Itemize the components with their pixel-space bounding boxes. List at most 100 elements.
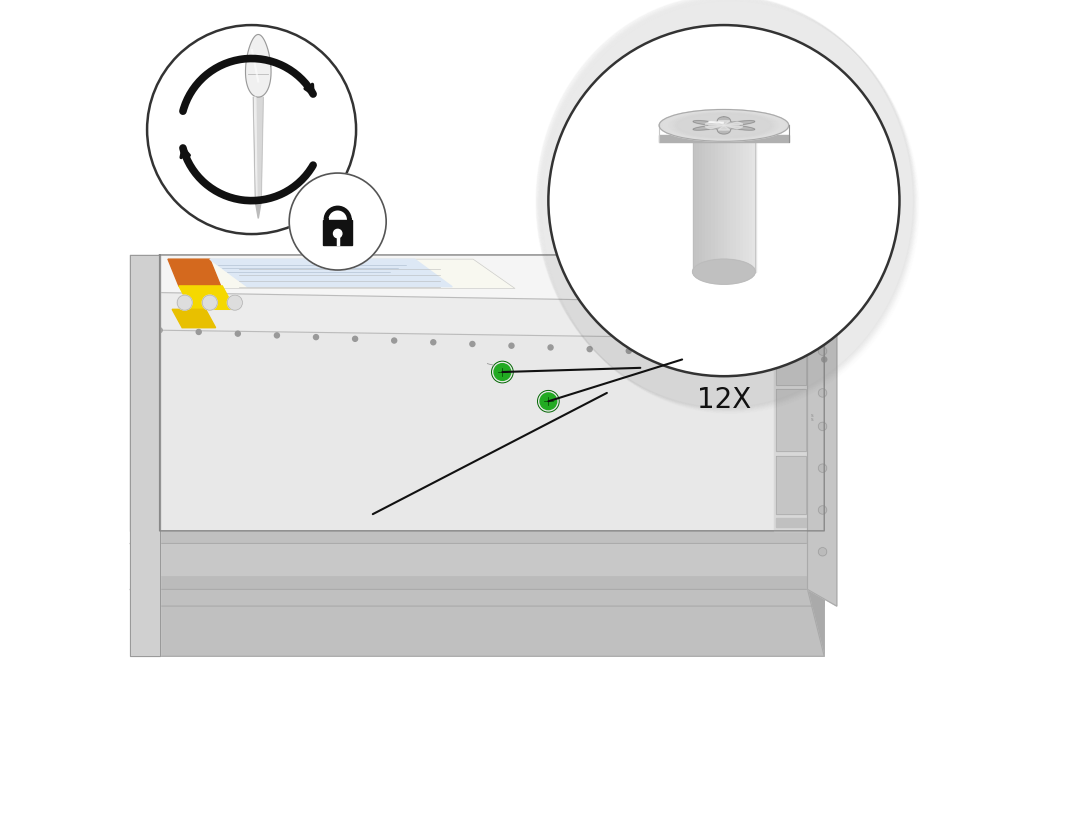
Bar [699, 142, 703, 272]
Circle shape [509, 344, 514, 349]
Circle shape [470, 341, 475, 346]
Circle shape [549, 25, 900, 376]
Circle shape [494, 364, 511, 380]
Bar [750, 142, 753, 272]
Circle shape [819, 548, 827, 556]
Polygon shape [808, 577, 824, 656]
Polygon shape [179, 286, 234, 309]
Circle shape [819, 464, 827, 472]
Bar [740, 142, 743, 272]
Circle shape [313, 334, 319, 339]
Bar [717, 142, 721, 272]
Bar [705, 142, 710, 272]
Bar [715, 142, 718, 272]
Circle shape [140, 463, 150, 473]
Circle shape [334, 229, 342, 237]
Polygon shape [808, 319, 837, 606]
Polygon shape [131, 531, 824, 543]
Polygon shape [808, 319, 824, 543]
Circle shape [140, 380, 150, 390]
Ellipse shape [659, 110, 788, 141]
Bar [702, 142, 706, 272]
Polygon shape [160, 255, 824, 319]
Circle shape [140, 501, 150, 511]
Circle shape [147, 25, 356, 234]
Polygon shape [160, 330, 824, 531]
Polygon shape [131, 255, 160, 656]
Circle shape [822, 357, 827, 362]
Bar [696, 142, 700, 272]
Polygon shape [245, 34, 271, 97]
Circle shape [274, 333, 280, 338]
Circle shape [177, 295, 192, 310]
Circle shape [665, 350, 671, 355]
Circle shape [540, 393, 556, 410]
Circle shape [289, 173, 387, 270]
Ellipse shape [665, 111, 783, 140]
Polygon shape [718, 120, 730, 125]
Ellipse shape [667, 111, 781, 140]
Polygon shape [724, 122, 743, 125]
Polygon shape [775, 518, 806, 527]
Circle shape [157, 328, 162, 333]
Circle shape [140, 421, 150, 431]
Polygon shape [724, 125, 743, 129]
Circle shape [743, 354, 748, 359]
Bar [324, 220, 352, 245]
Polygon shape [255, 201, 261, 218]
Circle shape [819, 347, 827, 355]
Polygon shape [172, 309, 216, 328]
Bar [737, 142, 741, 272]
Ellipse shape [673, 113, 775, 138]
Polygon shape [131, 543, 824, 606]
Polygon shape [253, 97, 264, 201]
Circle shape [202, 295, 217, 310]
Ellipse shape [692, 259, 755, 284]
Bar [746, 142, 750, 272]
Circle shape [819, 506, 827, 514]
Circle shape [431, 339, 436, 344]
Text: 12X: 12X [697, 385, 751, 414]
Ellipse shape [659, 110, 788, 141]
Polygon shape [775, 389, 806, 451]
Ellipse shape [663, 110, 785, 140]
Bar [733, 142, 738, 272]
Bar [720, 142, 725, 272]
Ellipse shape [671, 112, 777, 139]
Polygon shape [131, 589, 824, 656]
Polygon shape [160, 255, 824, 324]
Polygon shape [168, 259, 515, 288]
Bar [743, 142, 746, 272]
Bar [712, 142, 715, 272]
Text: S
S: S S [810, 414, 813, 422]
Ellipse shape [661, 110, 786, 140]
Bar [724, 142, 728, 272]
Circle shape [819, 389, 827, 397]
Bar [727, 142, 731, 272]
Polygon shape [718, 125, 730, 130]
Bar [692, 142, 697, 272]
Circle shape [783, 355, 787, 360]
Polygon shape [775, 456, 806, 514]
Circle shape [140, 338, 150, 348]
Polygon shape [253, 97, 257, 201]
Circle shape [227, 295, 242, 310]
Polygon shape [131, 577, 824, 589]
Polygon shape [143, 255, 160, 543]
Ellipse shape [677, 114, 771, 137]
Circle shape [235, 331, 241, 336]
Circle shape [548, 345, 553, 350]
Circle shape [626, 349, 632, 354]
Circle shape [819, 422, 827, 431]
Polygon shape [693, 117, 755, 134]
Bar [752, 142, 756, 272]
Circle shape [140, 288, 150, 298]
Polygon shape [705, 122, 724, 125]
Bar [708, 142, 712, 272]
Polygon shape [210, 259, 453, 287]
Circle shape [704, 352, 710, 357]
Polygon shape [160, 293, 824, 359]
Circle shape [392, 338, 396, 343]
Polygon shape [808, 531, 824, 606]
Polygon shape [131, 255, 160, 531]
